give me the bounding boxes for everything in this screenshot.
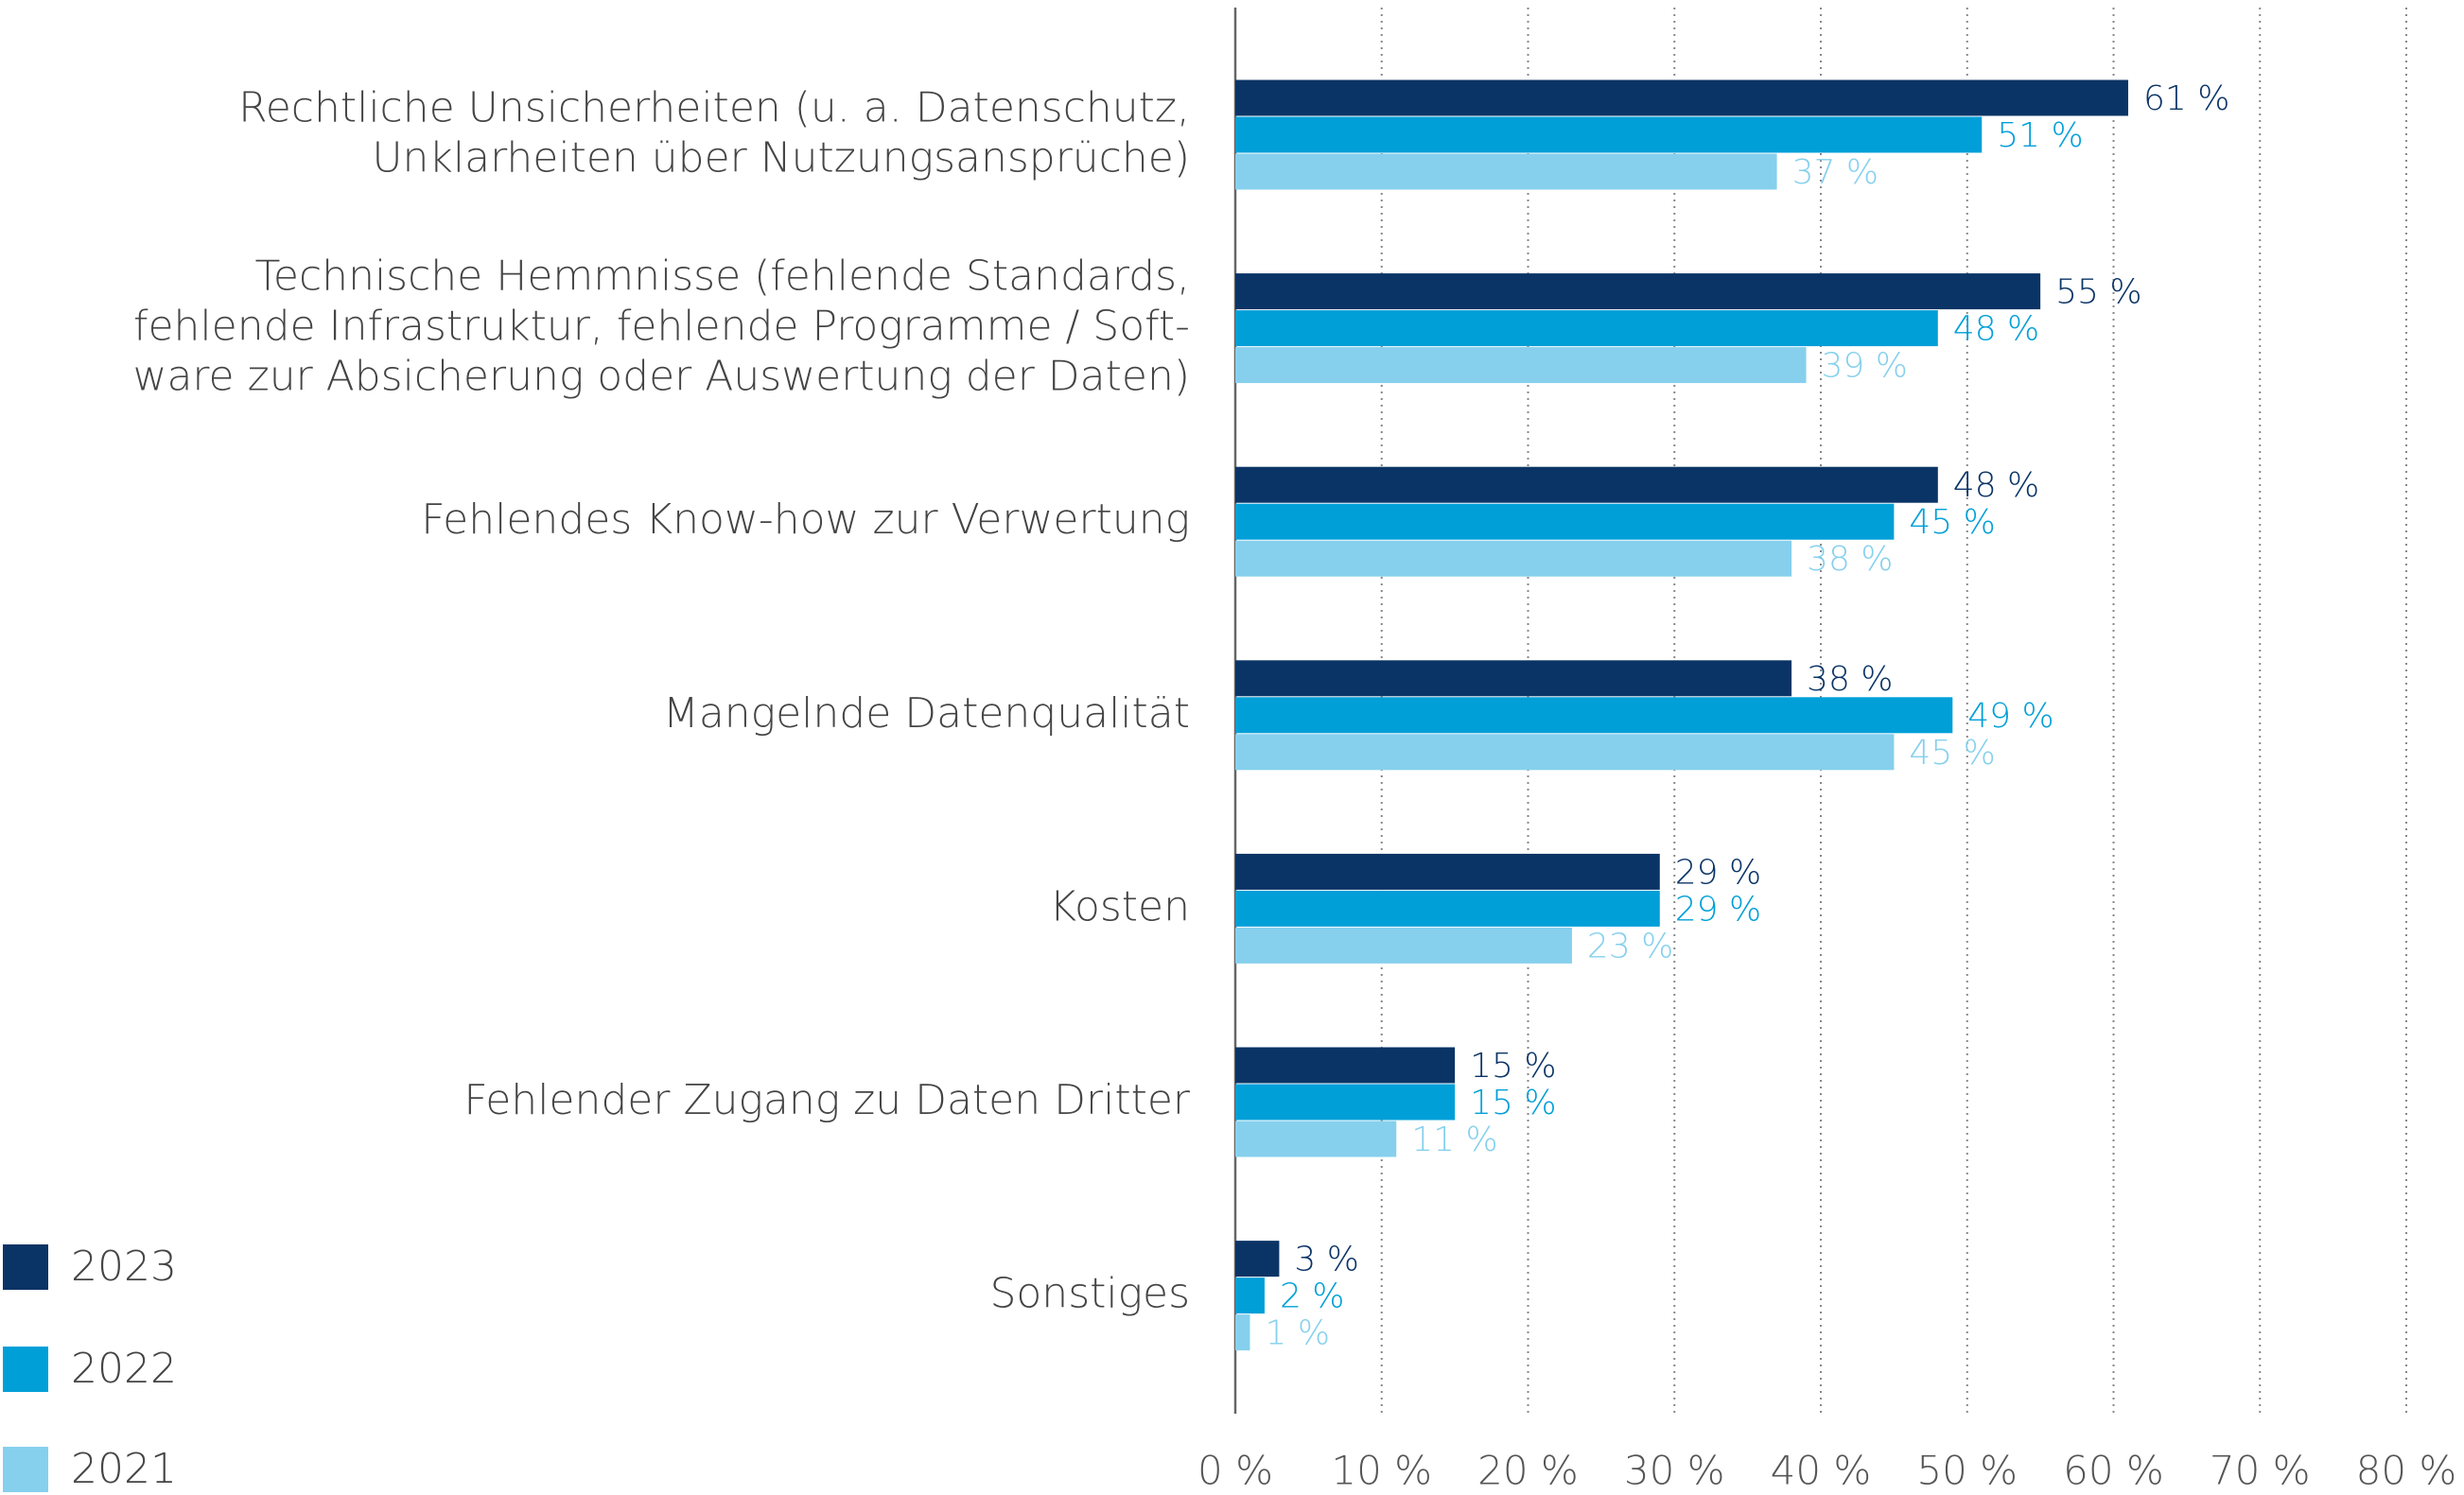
bar [1235,890,1660,927]
bar [1235,273,2041,310]
x-tick-label: 80 % [2356,1448,2457,1494]
x-tick-label: 20 % [1477,1448,1579,1494]
value-label: 23 % [1587,927,1673,965]
value-label: 3 % [1294,1241,1359,1279]
bar [1235,1241,1280,1278]
bar [1235,310,1938,347]
category-label: fehlende Infrastruktur, fehlende Program… [133,303,1190,351]
x-tick-label: 50 % [1916,1448,2018,1494]
legend-label: 2023 [71,1243,177,1291]
bar [1235,1121,1397,1157]
value-label: 11 % [1411,1121,1497,1159]
value-label: 29 % [1675,853,1761,892]
x-tick-label: 0 % [1197,1448,1273,1494]
category-label: Fehlender Zugang zu Daten Dritter [463,1076,1191,1124]
legend-swatch [3,1347,48,1392]
legend-swatch [3,1244,48,1290]
bar [1235,540,1792,577]
bar [1235,853,1660,890]
value-label: 29 % [1675,890,1761,929]
value-label: 48 % [1953,310,2039,349]
category-label: Mangelnde Datenqualität [663,689,1190,738]
value-label: 55 % [2055,273,2141,312]
value-label: 1 % [1265,1314,1330,1353]
bar [1235,347,1807,384]
bar [1235,927,1572,964]
category-label: Rechtliche Unsicherheiten (u. a. Datensc… [238,84,1190,132]
bar [1235,503,1895,540]
bar [1235,466,1938,503]
bar [1235,697,1953,734]
x-tick-label: 40 % [1771,1448,1872,1494]
value-label: 49 % [1967,697,2053,736]
category-label: Unklarheiten über Nutzungsansprüche) [372,134,1190,183]
x-tick-label: 30 % [1624,1448,1725,1494]
legend-swatch [3,1447,48,1492]
category-label: Sonstiges [989,1270,1190,1318]
bar [1235,734,1895,771]
bar [1235,79,2128,116]
category-label: Kosten [1049,882,1190,930]
bar [1235,116,1983,153]
x-tick-label: 60 % [2063,1448,2164,1494]
value-label: 15 % [1470,1084,1556,1122]
value-label: 37 % [1792,153,1879,192]
bar [1235,1084,1456,1121]
category-label: Fehlendes Know-how zur Verwertung [421,495,1190,544]
value-label: 45 % [1909,503,1995,542]
x-tick-label: 10 % [1331,1448,1432,1494]
legend-label: 2021 [71,1445,177,1493]
value-label: 48 % [1953,466,2039,505]
bar [1235,1047,1456,1084]
value-label: 2 % [1280,1278,1345,1316]
category-label: ware zur Absicherung oder Auswertung der… [132,353,1190,401]
value-label: 38 % [1807,540,1893,579]
bar [1235,153,1777,190]
bar [1235,1314,1250,1351]
value-label: 15 % [1470,1047,1556,1086]
category-label: Technische Hemmnisse (fehlende Standards… [255,252,1190,301]
value-label: 51 % [1997,116,2083,155]
x-tick-label: 70 % [2210,1448,2311,1494]
legend-label: 2022 [71,1345,177,1393]
value-label: 45 % [1909,734,1995,773]
value-label: 39 % [1822,347,1908,386]
value-label: 61 % [2143,79,2229,118]
bar [1235,660,1792,697]
bar [1235,1278,1265,1314]
value-label: 38 % [1807,660,1893,699]
